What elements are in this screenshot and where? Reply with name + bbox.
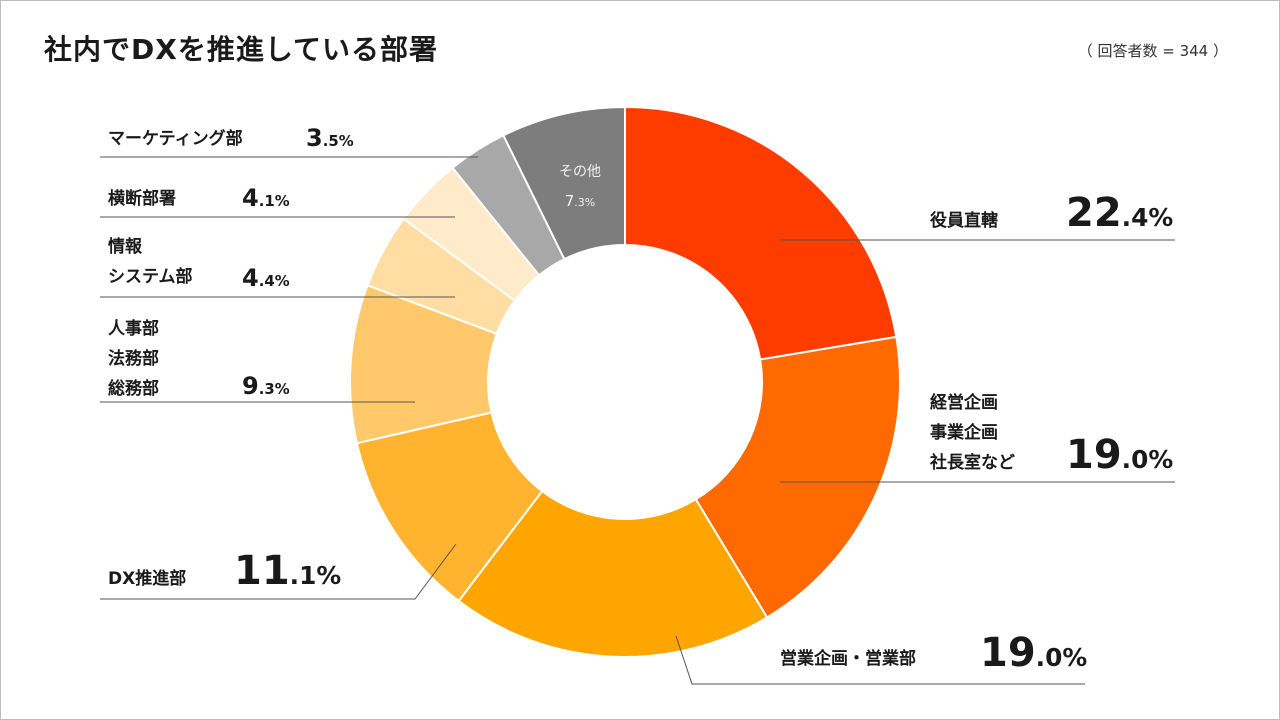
value-management-planning-int: 19 <box>1066 432 1122 478</box>
value-executive-int: 22 <box>1066 190 1122 236</box>
value-executive: 22.4% <box>1066 190 1173 236</box>
label-hr-l3: 総務部 <box>108 379 159 399</box>
value-sales-int: 19 <box>980 630 1036 676</box>
label-sales: 営業企画・営業部 <box>780 644 916 674</box>
label-sales-name: 営業企画・営業部 <box>780 649 916 669</box>
value-cross-functional-int: 4 <box>242 184 259 212</box>
value-marketing-int: 3 <box>306 124 323 152</box>
respondent-count: （ 回答者数 = 344 ） <box>1077 42 1228 60</box>
label-info-systems-l1: 情報 <box>108 237 142 257</box>
value-management-planning-dec: .0% <box>1121 445 1174 474</box>
label-hr-legal-general: 人事部 法務部 総務部 <box>108 314 159 404</box>
value-info-systems: 4.4% <box>242 264 290 292</box>
value-hr-int: 9 <box>242 372 259 400</box>
leader-dx-dept <box>100 543 457 600</box>
value-hr-dec: .3% <box>258 380 290 398</box>
label-info-systems-l2: システム部 <box>108 267 193 287</box>
value-sales: 19.0% <box>980 630 1087 676</box>
label-marketing-name: マーケティング部 <box>108 129 243 149</box>
label-management-planning-l1: 経営企画 <box>930 393 998 413</box>
donut-slice-management-planning <box>694 335 901 619</box>
value-info-systems-int: 4 <box>242 264 259 292</box>
value-dx-dept-int: 11 <box>234 548 290 594</box>
value-dx-dept-dec: .1% <box>289 561 342 590</box>
label-hr-l1: 人事部 <box>108 319 159 339</box>
value-dx-dept: 11.1% <box>234 548 341 594</box>
value-sales-dec: .0% <box>1035 643 1088 672</box>
label-executive: 役員直轄 <box>930 206 998 236</box>
label-cross-functional-name: 横断部署 <box>108 189 176 209</box>
leader-sales <box>675 635 1085 685</box>
label-cross-functional: 横断部署 <box>108 184 176 214</box>
label-management-planning-l2: 事業企画 <box>930 423 998 443</box>
slice-value-other: 7.3% <box>565 192 596 210</box>
label-executive-name: 役員直轄 <box>930 211 998 231</box>
donut-slice-other <box>502 105 626 261</box>
value-cross-functional-dec: .1% <box>258 192 290 210</box>
value-info-systems-dec: .4% <box>258 272 290 290</box>
value-marketing-dec: .5% <box>322 132 354 150</box>
donut-slice-sales <box>457 489 769 658</box>
value-marketing: 3.5% <box>306 124 354 152</box>
slice-label-other: その他 <box>559 164 601 180</box>
label-marketing: マーケティング部 <box>108 124 243 154</box>
label-dx-dept: DX推進部 <box>108 564 186 594</box>
label-info-systems: 情報 システム部 <box>108 232 193 292</box>
label-management-planning: 経営企画 事業企画 社長室など <box>930 388 1015 478</box>
chart-title: 社内でDXを推進している部署 <box>44 33 438 66</box>
value-hr-legal-general: 9.3% <box>242 372 290 400</box>
value-management-planning: 19.0% <box>1066 432 1173 478</box>
value-executive-dec: .4% <box>1121 203 1174 232</box>
donut-slice-executive <box>624 105 898 361</box>
label-hr-l2: 法務部 <box>108 349 159 369</box>
label-dx-dept-name: DX推進部 <box>108 569 187 589</box>
label-management-planning-l3: 社長室など <box>930 453 1015 473</box>
value-cross-functional: 4.1% <box>242 184 290 212</box>
